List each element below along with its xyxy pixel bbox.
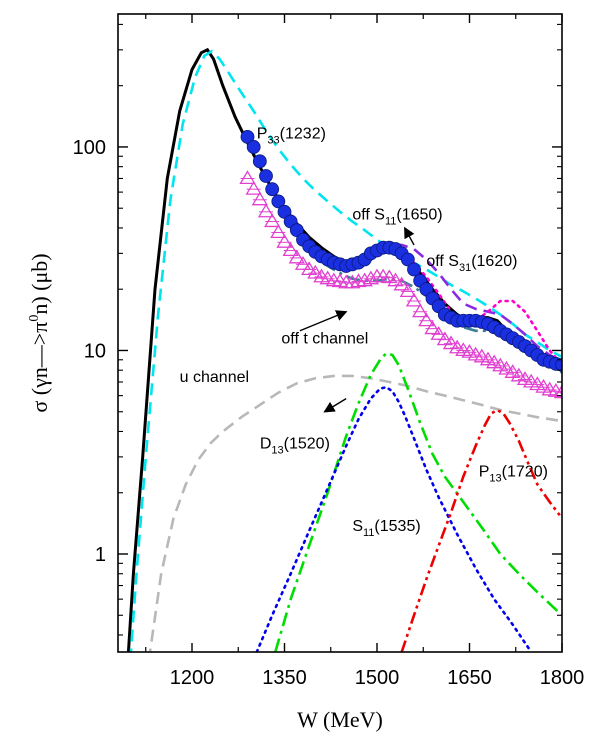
x-axis-title: W (MeV) <box>297 707 383 732</box>
data-point-triangle <box>259 205 273 217</box>
annotation-subscript: 13 <box>271 444 283 456</box>
annotation-text: P <box>479 464 490 481</box>
annotation-text-suffix: (1650) <box>396 207 442 224</box>
x-tick-label: 1500 <box>355 667 400 689</box>
data-point-circle <box>253 155 266 168</box>
data-point-triangle <box>271 225 285 237</box>
annotation-label: off t channel <box>281 331 368 348</box>
annotation-label: off S11(1650) <box>352 207 442 228</box>
annotation-label: off S31(1620) <box>426 253 517 274</box>
annotation-label: S11(1535) <box>352 518 420 539</box>
annotation-text-suffix: (1232) <box>280 126 326 143</box>
annotation-text: P <box>257 126 268 143</box>
annotation-subscript: 11 <box>385 216 396 228</box>
annotation-text: u channel <box>180 369 249 386</box>
annotation-text: off t channel <box>281 331 368 348</box>
annotation-arrow <box>405 228 414 245</box>
annotation-text-suffix: (1720) <box>502 464 548 481</box>
annotation-subscript: 11 <box>363 527 374 539</box>
annotation-text: S <box>352 518 363 535</box>
data-point-triangle <box>469 348 483 360</box>
data-point-triangle <box>456 343 470 355</box>
series-line-d13 <box>275 353 562 652</box>
series-line-full <box>128 50 562 661</box>
annotation-text-suffix: (1535) <box>374 518 420 535</box>
annotation-arrow <box>325 399 347 412</box>
annotation-text-suffix: (1620) <box>471 253 517 270</box>
data-point-circle <box>408 263 421 276</box>
y-title-part: —>π <box>27 322 52 369</box>
annotation-text: off S <box>426 253 459 270</box>
x-tick-label: 1200 <box>170 667 215 689</box>
annotation-label: P13(1720) <box>479 464 548 485</box>
y-title-part: n) (μb) <box>27 253 52 314</box>
series-line-p13 <box>402 410 562 652</box>
data-point-triangle <box>543 383 557 395</box>
annotation-text: D <box>260 435 272 452</box>
x-tick-label: 1650 <box>447 667 492 689</box>
y-tick-label: 100 <box>73 137 106 159</box>
y-title-part: σ (γn <box>27 367 52 412</box>
data-point-triangle <box>241 171 255 183</box>
y-title-superscript: 0 <box>27 315 42 322</box>
x-tick-label: 1800 <box>540 667 585 689</box>
annotation-text: off S <box>352 207 385 224</box>
annotation-label: D13(1520) <box>260 435 330 456</box>
series-line-p33 <box>130 51 562 660</box>
data-point-circle <box>260 169 273 182</box>
annotation-subscript: 13 <box>489 473 501 485</box>
annotation-label: u channel <box>180 369 249 386</box>
data-point-circle <box>266 183 279 196</box>
annotation-arrow <box>300 312 346 331</box>
x-tick-label: 1350 <box>262 667 307 689</box>
y-axis-title: σ (γn—>π0n) (μb) <box>27 253 52 412</box>
curves-layer <box>128 50 562 661</box>
annotation-subscript: 33 <box>267 135 279 147</box>
markers-layer <box>241 130 570 397</box>
annotation-text-suffix: (1520) <box>284 435 330 452</box>
annotation-subscript: 31 <box>459 262 471 274</box>
y-tick-label: 1 <box>95 544 106 566</box>
y-tick-label: 10 <box>84 340 106 362</box>
annotation-label: P33(1232) <box>257 126 326 147</box>
